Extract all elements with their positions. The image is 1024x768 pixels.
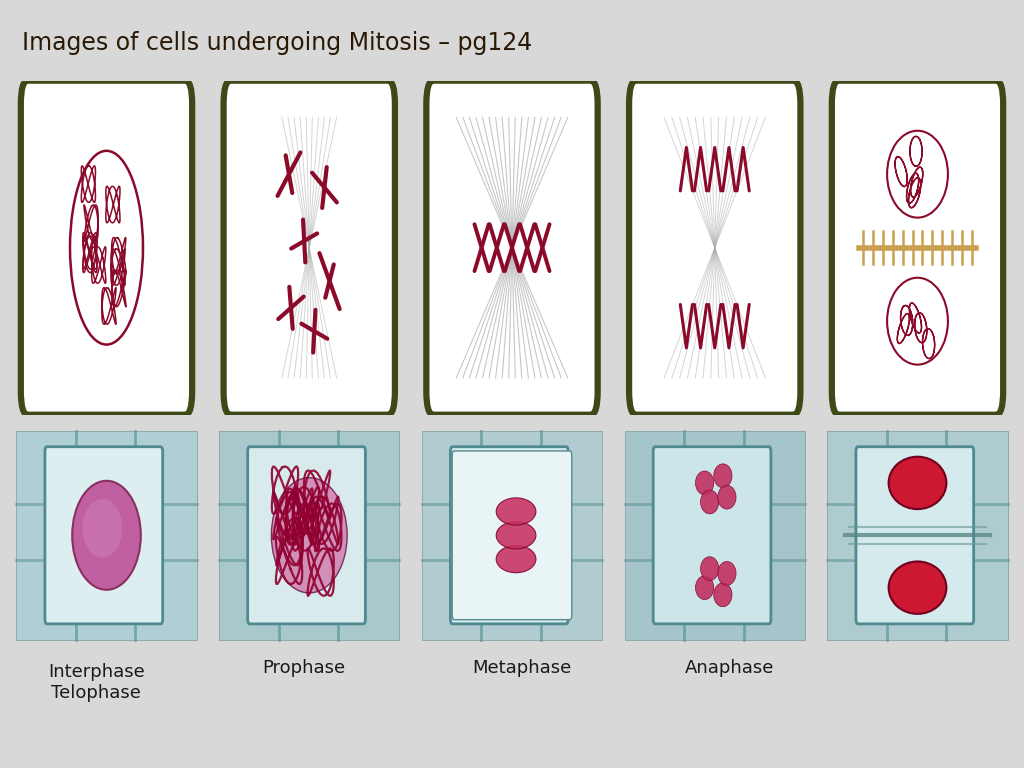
FancyBboxPatch shape xyxy=(653,447,771,624)
Ellipse shape xyxy=(73,481,140,590)
FancyBboxPatch shape xyxy=(562,283,593,346)
Ellipse shape xyxy=(497,498,536,525)
FancyBboxPatch shape xyxy=(359,149,390,213)
Ellipse shape xyxy=(887,278,948,365)
Ellipse shape xyxy=(889,457,946,509)
Ellipse shape xyxy=(714,464,732,488)
FancyBboxPatch shape xyxy=(634,283,665,346)
Ellipse shape xyxy=(889,561,946,614)
FancyBboxPatch shape xyxy=(20,81,193,415)
Ellipse shape xyxy=(70,151,143,345)
Ellipse shape xyxy=(695,471,714,495)
FancyBboxPatch shape xyxy=(634,149,665,213)
FancyBboxPatch shape xyxy=(422,431,602,640)
FancyBboxPatch shape xyxy=(26,283,56,346)
FancyBboxPatch shape xyxy=(837,283,867,346)
Ellipse shape xyxy=(887,131,948,217)
Text: Interphase
Telophase: Interphase Telophase xyxy=(48,664,144,702)
FancyBboxPatch shape xyxy=(827,431,1008,640)
FancyBboxPatch shape xyxy=(359,283,390,346)
FancyBboxPatch shape xyxy=(765,283,796,346)
FancyBboxPatch shape xyxy=(765,149,796,213)
FancyBboxPatch shape xyxy=(968,283,998,346)
FancyBboxPatch shape xyxy=(223,81,395,415)
FancyBboxPatch shape xyxy=(431,149,462,213)
Ellipse shape xyxy=(497,521,536,549)
Ellipse shape xyxy=(83,499,122,558)
Text: Images of cells undergoing Mitosis – pg124: Images of cells undergoing Mitosis – pg1… xyxy=(23,31,532,55)
FancyBboxPatch shape xyxy=(219,431,399,640)
FancyBboxPatch shape xyxy=(157,283,187,346)
FancyBboxPatch shape xyxy=(629,81,801,415)
Ellipse shape xyxy=(497,545,536,573)
Ellipse shape xyxy=(695,576,714,600)
FancyBboxPatch shape xyxy=(16,431,197,640)
Ellipse shape xyxy=(718,485,736,509)
FancyBboxPatch shape xyxy=(562,149,593,213)
FancyBboxPatch shape xyxy=(968,149,998,213)
FancyBboxPatch shape xyxy=(431,283,462,346)
FancyBboxPatch shape xyxy=(26,149,56,213)
Ellipse shape xyxy=(271,478,347,593)
Ellipse shape xyxy=(714,583,732,607)
FancyBboxPatch shape xyxy=(157,149,187,213)
FancyBboxPatch shape xyxy=(426,81,598,415)
FancyBboxPatch shape xyxy=(453,451,571,620)
Ellipse shape xyxy=(718,561,736,585)
FancyBboxPatch shape xyxy=(228,149,259,213)
FancyBboxPatch shape xyxy=(228,283,259,346)
FancyBboxPatch shape xyxy=(248,447,366,624)
FancyBboxPatch shape xyxy=(831,81,1004,415)
FancyBboxPatch shape xyxy=(856,447,974,624)
Ellipse shape xyxy=(700,490,719,514)
Text: Anaphase: Anaphase xyxy=(685,659,774,677)
Text: Metaphase: Metaphase xyxy=(472,659,571,677)
FancyBboxPatch shape xyxy=(837,149,867,213)
Text: Prophase: Prophase xyxy=(262,659,346,677)
FancyBboxPatch shape xyxy=(625,431,805,640)
Ellipse shape xyxy=(700,557,719,581)
FancyBboxPatch shape xyxy=(451,447,568,624)
FancyBboxPatch shape xyxy=(45,447,163,624)
